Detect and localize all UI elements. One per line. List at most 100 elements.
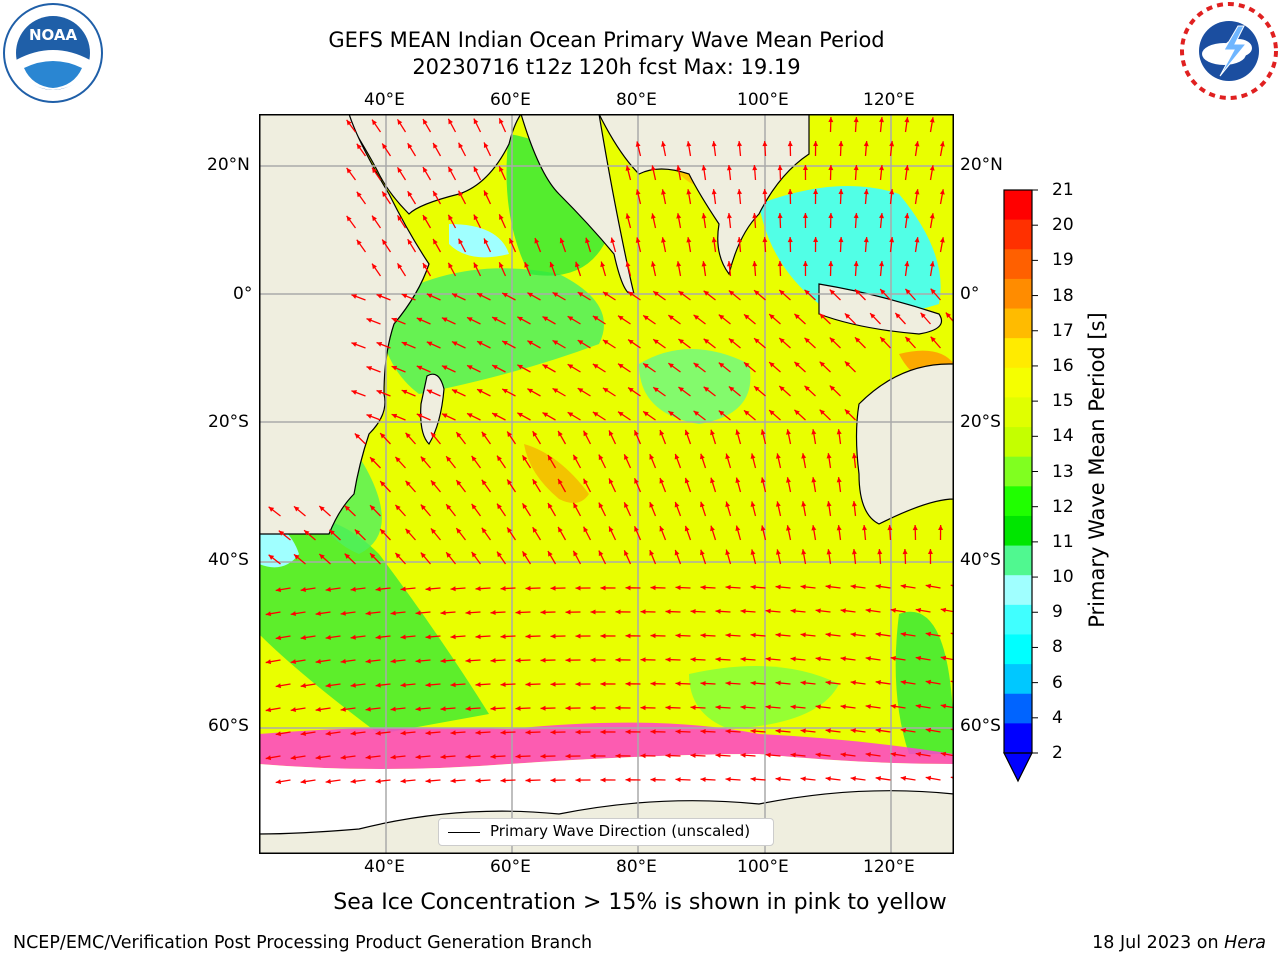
noaa-logo: NOAA <box>2 2 104 104</box>
map-legend: Primary Wave Direction (unscaled) <box>438 818 774 846</box>
wave-direction-arrow-head <box>904 165 910 171</box>
wave-direction-arrow-head <box>592 411 599 417</box>
lat-label-left: 20°N <box>207 155 250 175</box>
wave-direction-arrow-head <box>465 706 471 712</box>
wave-direction-arrow-head <box>329 529 335 536</box>
wave-direction-arrow-head <box>754 386 760 392</box>
wave-direction-arrow-head <box>618 411 624 417</box>
wave-direction-arrow-head <box>451 293 458 298</box>
wave-direction-arrow-head <box>382 143 388 150</box>
wave-direction-arrow-head <box>475 634 481 640</box>
wave-direction-arrow-head <box>405 480 411 487</box>
wave-direction-arrow-head <box>365 610 371 616</box>
wave-direction-arrow-head <box>625 261 631 267</box>
wave-direction-arrow-head <box>450 778 456 784</box>
wave-direction-arrow-head <box>853 261 859 267</box>
wave-direction-arrow-head <box>525 633 531 639</box>
wave-direction-arrow-head <box>515 657 521 663</box>
wave-direction-arrow-head <box>481 527 487 534</box>
wave-direction-arrow-head <box>889 141 895 147</box>
wave-direction-arrow-head <box>895 312 901 319</box>
lon-label-bottom: 120°E <box>863 857 915 877</box>
wave-direction-arrow-head <box>725 776 731 782</box>
wave-direction-arrow-head <box>794 361 800 368</box>
wave-direction-arrow-head <box>532 431 538 437</box>
wave-direction-arrow-head <box>471 455 477 462</box>
wave-direction-arrow-head <box>879 117 884 123</box>
wave-direction-arrow-head <box>828 261 834 267</box>
wave-direction-arrow-head <box>794 313 800 320</box>
colorbar-tick-label: 19 <box>1052 250 1074 271</box>
colorbar-tick-label: 21 <box>1052 180 1074 200</box>
wave-direction-arrow-head <box>850 584 856 590</box>
wave-direction-arrow-head <box>467 413 473 418</box>
lat-label-left: 0° <box>233 284 253 304</box>
lon-label-top: 40°E <box>364 90 405 110</box>
wave-direction-arrow-head <box>640 753 646 759</box>
wave-direction-arrow-head <box>375 634 381 640</box>
colorbar-segment <box>1004 575 1032 606</box>
map-panel <box>259 114 954 854</box>
colorbar-tick-label: 10 <box>1052 567 1074 588</box>
colorbar-segment <box>1004 278 1032 310</box>
colorbar: 21 20 19 18 17 16 15 14 13 12 11 10 9 8 6 4 2 <box>990 180 1120 790</box>
wave-direction-arrow-head <box>365 658 371 664</box>
wave-direction-arrow-head <box>592 363 599 369</box>
wave-direction-arrow-head <box>675 585 681 591</box>
colorbar-segment <box>1004 308 1032 339</box>
wave-direction-arrow-head <box>790 752 796 758</box>
wave-direction-arrow-head <box>743 410 750 416</box>
wave-direction-arrow-head <box>703 290 710 296</box>
wave-direction-arrow-head <box>787 189 793 195</box>
colorbar-segment <box>1004 604 1032 635</box>
wave-direction-arrow-head <box>804 337 810 344</box>
wave-direction-arrow-head <box>765 752 771 758</box>
legend-line-sample <box>448 832 480 833</box>
wave-direction-arrow-head <box>760 525 766 531</box>
wave-direction-arrow-head <box>775 501 781 507</box>
wave-direction-arrow-head <box>701 165 707 171</box>
wave-direction-arrow-head <box>573 550 578 557</box>
wave-direction-arrow-head <box>351 294 357 299</box>
wave-direction-arrow-head <box>422 263 428 269</box>
wave-direction-arrow-head <box>775 680 781 686</box>
wave-direction-arrow-head <box>650 777 656 783</box>
wave-direction-arrow-head <box>699 549 705 556</box>
wave-direction-arrow-head <box>889 237 895 243</box>
wave-direction-arrow-head <box>665 705 671 711</box>
wave-direction-arrow-head <box>815 752 821 758</box>
wave-direction-arrow-head <box>420 456 426 462</box>
wave-direction-arrow-head <box>400 730 406 736</box>
wave-direction-arrow-head <box>925 727 932 733</box>
wave-direction-arrow-head <box>448 166 453 173</box>
wave-direction-arrow-head <box>600 729 606 735</box>
wave-direction-arrow-head <box>315 706 321 712</box>
wave-direction-arrow-head <box>668 363 674 369</box>
wave-direction-arrow-head <box>750 728 756 734</box>
sea-ice-caption: Sea Ice Concentration > 15% is shown in … <box>333 890 947 915</box>
wave-direction-arrow-head <box>790 656 796 662</box>
wave-direction-arrow-head <box>395 456 401 463</box>
wave-direction-arrow-head <box>477 341 483 346</box>
wave-direction-arrow-head <box>425 730 431 736</box>
wave-direction-arrow-head <box>801 549 807 555</box>
wave-direction-arrow-head <box>575 681 581 687</box>
wave-direction-arrow-head <box>370 457 376 463</box>
wave-direction-arrow-head <box>718 314 725 320</box>
wave-direction-arrow-head <box>552 292 559 298</box>
wave-direction-arrow-head <box>665 657 671 663</box>
wave-direction-arrow-head <box>710 477 715 484</box>
wave-direction-arrow-head <box>813 189 819 195</box>
wave-direction-arrow-head <box>650 585 656 591</box>
wave-direction-arrow-head <box>825 632 831 638</box>
wave-direction-arrow-head <box>815 608 821 614</box>
wave-direction-arrow-head <box>471 503 477 510</box>
wave-direction-arrow-head <box>473 262 479 269</box>
wave-direction-arrow-head <box>550 633 556 639</box>
wave-direction-arrow-head <box>425 778 431 784</box>
wave-direction-arrow-head <box>577 340 584 345</box>
wave-direction-arrow-head <box>715 704 721 710</box>
wave-direction-arrow-head <box>340 610 346 616</box>
wave-direction-arrow-head <box>565 609 571 615</box>
wave-direction-arrow-head <box>590 657 596 663</box>
